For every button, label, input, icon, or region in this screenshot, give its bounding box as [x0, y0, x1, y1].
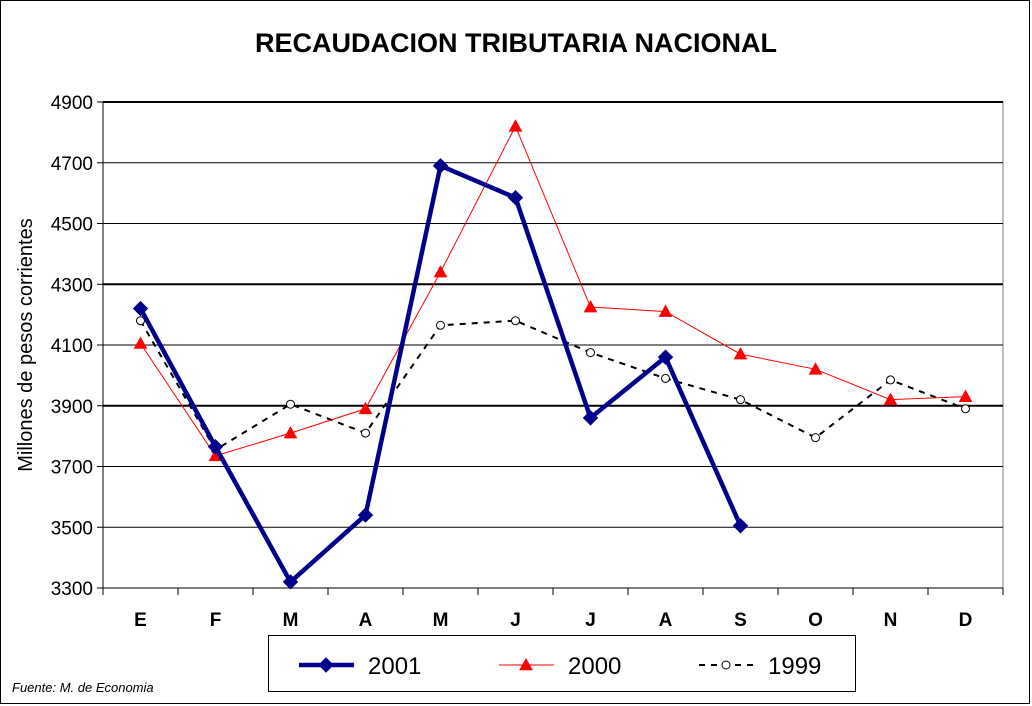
legend-item-1999: 1999	[699, 653, 821, 680]
data-point-2000	[733, 347, 748, 360]
data-point-2001	[507, 189, 524, 206]
data-point-2001	[207, 439, 224, 455]
y-tick-label: 3700	[51, 458, 93, 479]
data-point-2001	[432, 158, 449, 174]
data-point-2000	[133, 336, 148, 349]
x-tick-label: F	[210, 610, 222, 631]
data-point-1999	[661, 373, 670, 383]
legend-marker	[318, 657, 334, 673]
data-point-2001	[357, 507, 374, 523]
y-tick-label: 4900	[51, 93, 93, 114]
data-point-1999	[361, 428, 370, 438]
legend-item-2001: 2001	[299, 653, 421, 680]
data-point-1999	[286, 399, 295, 409]
data-point-1999	[136, 316, 145, 326]
data-point-2001	[732, 518, 749, 534]
data-point-1999	[886, 375, 895, 385]
legend-label: 1999	[768, 653, 821, 680]
data-point-2000	[433, 265, 448, 278]
x-tick-label: A	[659, 610, 673, 631]
y-tick-label: 3500	[51, 518, 93, 539]
x-tick-label: A	[359, 610, 373, 631]
data-point-2001	[282, 574, 299, 590]
x-tick-label: M	[433, 610, 449, 631]
chart-title: RECAUDACION TRIBUTARIA NACIONAL	[255, 28, 777, 58]
x-tick-label: J	[510, 610, 521, 631]
data-point-1999	[811, 433, 820, 443]
x-tick-label: E	[134, 610, 147, 631]
x-tick-label: M	[283, 610, 299, 631]
data-point-2000	[658, 304, 673, 317]
x-tick-label: J	[585, 610, 596, 631]
series-2001	[132, 158, 749, 590]
data-point-2000	[508, 119, 523, 132]
data-point-2000	[283, 426, 298, 439]
x-tick-label: S	[734, 610, 747, 631]
data-point-1999	[511, 316, 520, 326]
legend-item-2000: 2000	[499, 653, 621, 680]
data-point-2000	[358, 401, 373, 415]
source-note: Fuente: M. de Economia	[12, 680, 154, 695]
y-tick-label: 4700	[51, 154, 93, 175]
legend: 2001 2000 1999	[268, 635, 856, 692]
x-tick-label: O	[808, 610, 823, 631]
data-point-2000	[958, 389, 973, 402]
data-point-1999	[736, 395, 745, 405]
data-point-1999	[961, 404, 970, 414]
y-tick-label: 4300	[51, 275, 93, 296]
legend-label: 2001	[368, 653, 421, 680]
y-axis-label: Millones de pesos corrientes	[15, 218, 37, 471]
data-point-1999	[586, 348, 595, 358]
data-point-2001	[132, 300, 149, 317]
x-tick-label: N	[884, 610, 898, 631]
data-point-2001	[582, 410, 599, 426]
data-point-1999	[436, 320, 445, 330]
legend-marker	[721, 660, 731, 670]
legend-marker	[519, 657, 533, 671]
series-line-1999	[139, 319, 966, 452]
data-point-2000	[883, 392, 898, 405]
y-tick-label: 3900	[51, 397, 93, 418]
y-tick-label: 4500	[51, 215, 93, 236]
data-point-2000	[808, 362, 823, 375]
y-tick-label: 3300	[51, 579, 93, 600]
data-point-2000	[583, 300, 598, 313]
series-2000	[133, 119, 973, 462]
legend-label: 2000	[568, 653, 621, 680]
x-tick-label: D	[959, 610, 973, 631]
series-line-2000	[140, 125, 966, 457]
y-tick-label: 4100	[51, 336, 93, 357]
data-point-2001	[657, 349, 674, 365]
